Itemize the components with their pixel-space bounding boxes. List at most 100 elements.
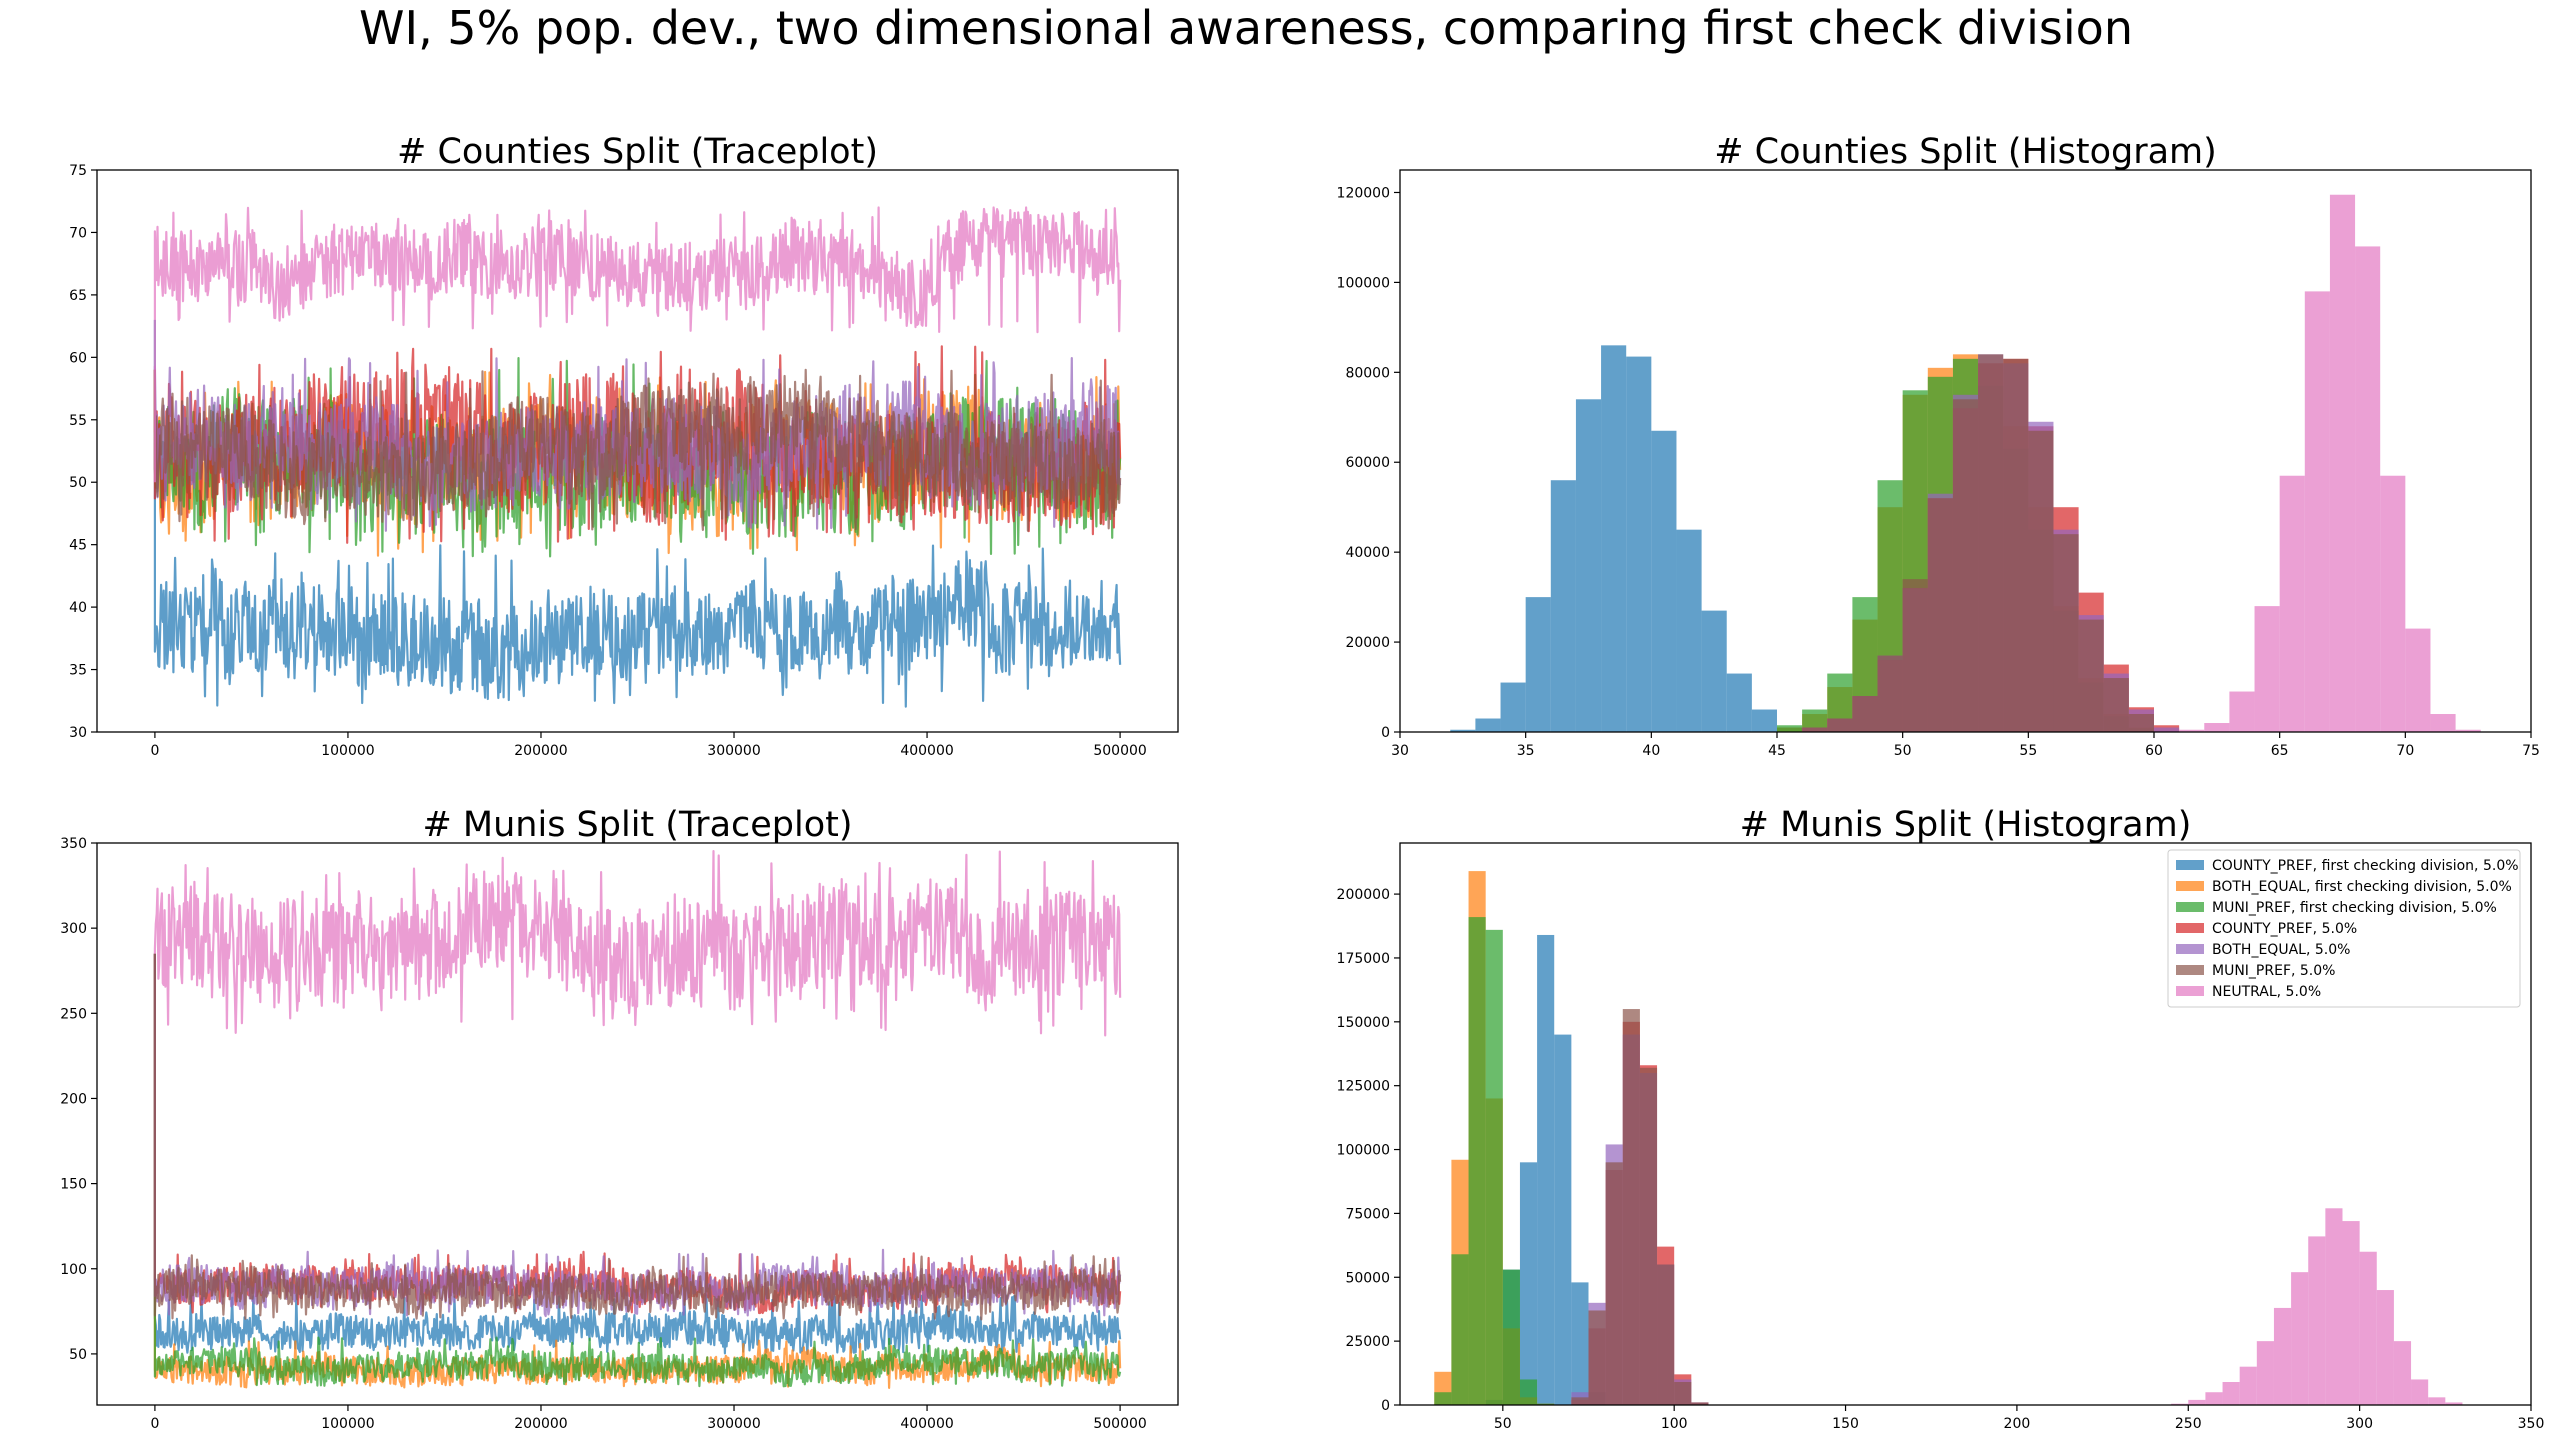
- x-tick-label: 0: [150, 743, 159, 759]
- legend-swatch: [2176, 881, 2204, 891]
- histogram-bar: [2254, 606, 2280, 732]
- legend-box: [2167, 849, 2521, 1008]
- y-tick-label: 0: [1381, 1398, 1390, 1414]
- histogram-bar: [1751, 709, 1777, 732]
- legend-label: NEUTRAL, 5.0%: [2212, 984, 2321, 1000]
- y-tick-label: 80000: [1345, 365, 1390, 381]
- histogram-bar: [2279, 475, 2305, 732]
- x-tick-label: 55: [2019, 743, 2037, 759]
- histogram-bar: [2376, 1290, 2394, 1405]
- panel-title: # Counties Split (Traceplot): [397, 132, 878, 172]
- x-tick-label: 250: [2175, 1416, 2202, 1432]
- histogram-bar: [2028, 430, 2054, 732]
- histogram-bar: [1777, 725, 1803, 732]
- plot-frame: [1399, 169, 2532, 733]
- histogram-bar: [2445, 1402, 2463, 1405]
- x-tick-label: 400000: [900, 1416, 953, 1432]
- x-tick-label: 500000: [1093, 743, 1146, 759]
- y-tick-label: 50000: [1345, 1270, 1390, 1286]
- histogram-bar: [2179, 729, 2205, 732]
- y-tick-label: 200: [60, 1091, 87, 1107]
- histogram-bar: [2205, 1392, 2223, 1405]
- histogram-bar: [2411, 1379, 2429, 1405]
- x-tick-label: 500000: [1093, 1416, 1146, 1432]
- y-tick-label: 0: [1381, 725, 1390, 741]
- x-tick-label: 200000: [514, 743, 567, 759]
- counties-histogram: # Counties Split (Histogram) 30 35 40 45 50 55…: [1337, 132, 2540, 759]
- histogram-bar: [2304, 291, 2330, 732]
- legend-label: BOTH_EQUAL, 5.0%: [2212, 942, 2350, 958]
- histogram-bar: [2329, 194, 2356, 732]
- y-tick-label: 60000: [1345, 455, 1390, 471]
- histogram-bar: [2359, 1251, 2377, 1405]
- munis-histogram: # Munis Split (Histogram) 50 100 150 200 250 3…: [1337, 805, 2545, 1432]
- x-tick-label: 300000: [707, 1416, 760, 1432]
- legend-label: MUNI_PREF, 5.0%: [2212, 963, 2335, 979]
- x-tick-label: 30: [1391, 743, 1409, 759]
- legend-swatch: [2176, 944, 2204, 954]
- histogram-bar: [1537, 934, 1555, 1405]
- y-tick-label: 40000: [1345, 545, 1390, 561]
- y-tick-label: 250: [60, 1006, 87, 1022]
- trace-series: [153, 319, 1122, 708]
- histogram-bar: [2222, 1382, 2240, 1405]
- histogram-bar: [1827, 718, 1853, 732]
- y-tick-label: 300: [60, 921, 87, 937]
- histogram-bar: [2308, 1236, 2326, 1405]
- legend-label: BOTH_EQUAL, first checking division, 5.0…: [2212, 879, 2512, 895]
- histogram-bar: [2204, 723, 2230, 732]
- x-tick-label: 300: [2346, 1416, 2373, 1432]
- histogram-bar: [2455, 729, 2481, 732]
- histogram-bar: [1601, 345, 1627, 732]
- histogram-bar: [2003, 358, 2029, 732]
- histogram-bar: [2380, 475, 2406, 732]
- legend-label: COUNTY_PREF, 5.0%: [2212, 921, 2357, 937]
- histogram-bar: [1626, 356, 1652, 732]
- y-tick-label: 25000: [1345, 1334, 1390, 1350]
- histogram-bar: [2128, 714, 2154, 732]
- histogram-bar: [1639, 1067, 1658, 1405]
- y-tick-label: 65: [69, 288, 87, 304]
- plot-frame: [1399, 842, 2532, 1406]
- x-tick-label: 50: [1894, 743, 1912, 759]
- histogram-bar: [1571, 1397, 1589, 1405]
- y-tick-label: 50: [69, 475, 87, 491]
- counties-traceplot: # Counties Split (Traceplot) 0 100000 20000…: [69, 132, 1179, 759]
- legend-swatch: [2176, 986, 2204, 996]
- y-tick-label: 55: [69, 413, 87, 429]
- histogram-bar: [1605, 1162, 1623, 1405]
- histogram-bar: [1451, 1254, 1469, 1405]
- trace-series: [153, 850, 1122, 1037]
- trace-series: [153, 368, 1122, 532]
- histogram-bar: [1622, 1009, 1640, 1405]
- histogram-bar: [2342, 1221, 2360, 1405]
- x-tick-label: 350: [2518, 1416, 2545, 1432]
- x-tick-label: 0: [150, 1416, 159, 1432]
- x-tick-label: 300000: [707, 743, 760, 759]
- y-tick-label: 20000: [1345, 635, 1390, 651]
- y-tick-label: 150000: [1337, 1015, 1390, 1031]
- histogram-bar: [1657, 1264, 1675, 1405]
- histogram-bar: [1701, 610, 1727, 732]
- histogram-bar: [2405, 628, 2431, 732]
- histogram-bar: [2291, 1272, 2309, 1405]
- trace-series: [153, 953, 1122, 1355]
- x-tick-label: 100: [1661, 1416, 1688, 1432]
- legend-swatch: [2176, 902, 2204, 912]
- x-tick-label: 100000: [321, 743, 374, 759]
- x-tick-label: 40: [1642, 743, 1660, 759]
- histogram-bar: [1575, 399, 1602, 732]
- y-tick-label: 75000: [1345, 1206, 1390, 1222]
- histogram-bar: [2154, 727, 2180, 732]
- plot-frame: [96, 169, 1179, 733]
- y-tick-label: 125000: [1337, 1079, 1390, 1095]
- x-tick-label: 65: [2271, 743, 2289, 759]
- histogram-bar: [2229, 691, 2255, 732]
- legend-swatch: [2176, 923, 2204, 933]
- x-tick-label: 50: [1494, 1416, 1512, 1432]
- histogram-bar: [2053, 534, 2079, 732]
- y-tick-label: 75: [69, 163, 87, 179]
- y-tick-label: 100: [60, 1262, 87, 1278]
- histogram-bar: [1519, 1162, 1538, 1405]
